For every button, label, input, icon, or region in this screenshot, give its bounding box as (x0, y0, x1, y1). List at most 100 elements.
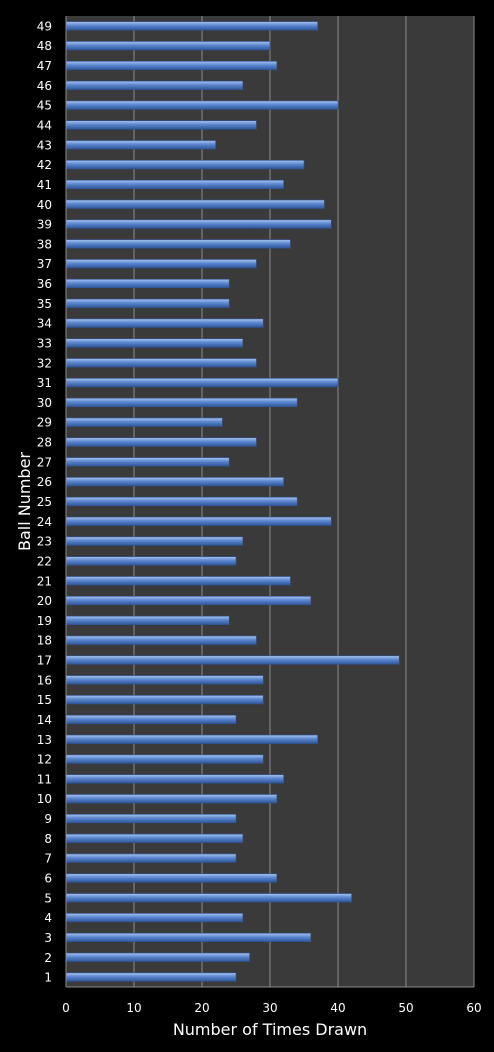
y-tick-label: 37 (37, 257, 52, 271)
y-tick-label: 39 (37, 218, 52, 232)
bar-2 (65, 952, 250, 962)
bar-5 (65, 893, 352, 903)
y-tick-label: 22 (37, 554, 52, 568)
y-tick-label: 17 (37, 654, 52, 668)
y-tick-label: 40 (37, 198, 52, 212)
bar-45 (65, 100, 339, 110)
y-tick-labels: 1234567891011121314151617181920212223242… (37, 19, 52, 984)
x-tick-label: 50 (398, 1001, 413, 1015)
y-tick-label: 20 (37, 594, 52, 608)
y-tick-label: 45 (37, 99, 52, 113)
y-tick-label: 2 (44, 951, 52, 965)
bar-35 (65, 298, 230, 308)
y-tick-label: 34 (37, 317, 52, 331)
y-tick-label: 43 (37, 138, 52, 152)
y-tick-label: 19 (37, 614, 52, 628)
bar-28 (65, 437, 257, 447)
y-tick-label: 8 (44, 832, 52, 846)
y-tick-label: 26 (37, 475, 52, 489)
y-tick-label: 14 (37, 713, 52, 727)
y-axis-title: Ball Number (15, 452, 34, 551)
bar-42 (65, 160, 305, 170)
x-tick-label: 20 (194, 1001, 209, 1015)
y-tick-label: 7 (44, 852, 52, 866)
bar-27 (65, 457, 230, 467)
y-tick-label: 46 (37, 79, 52, 93)
x-tick-label: 0 (62, 1001, 70, 1015)
y-tick-label: 30 (37, 396, 52, 410)
bar-3 (65, 932, 312, 943)
y-tick-label: 24 (37, 515, 52, 529)
y-tick-label: 21 (37, 574, 52, 588)
y-tick-label: 44 (37, 118, 52, 132)
y-tick-label: 23 (37, 535, 52, 549)
bar-6 (65, 873, 278, 883)
bar-37 (65, 259, 257, 269)
y-tick-label: 27 (37, 455, 52, 469)
bar-15 (65, 695, 264, 705)
y-tick-label: 42 (37, 158, 52, 172)
bar-46 (65, 80, 244, 90)
y-tick-label: 38 (37, 237, 52, 251)
bar-41 (65, 179, 284, 189)
bar-4 (65, 913, 244, 923)
bar-9 (65, 814, 237, 824)
bar-10 (65, 794, 278, 804)
bar-31 (65, 378, 339, 388)
y-tick-label: 32 (37, 356, 52, 370)
y-tick-label: 41 (37, 178, 52, 192)
bar-12 (65, 754, 264, 764)
bar-7 (65, 853, 237, 863)
y-tick-label: 16 (37, 673, 52, 687)
bar-14 (65, 714, 237, 725)
y-tick-label: 1 (44, 971, 52, 985)
x-tick-label: 60 (466, 1001, 481, 1015)
y-tick-label: 18 (37, 634, 52, 648)
x-tick-label: 30 (262, 1001, 277, 1015)
y-tick-label: 9 (44, 812, 52, 826)
bar-34 (65, 318, 264, 328)
bar-38 (65, 239, 291, 249)
bar-1 (65, 972, 237, 982)
bar-36 (65, 278, 230, 289)
y-tick-label: 4 (44, 911, 52, 925)
y-tick-label: 3 (44, 931, 52, 945)
y-tick-label: 15 (37, 693, 52, 707)
y-tick-label: 33 (37, 336, 52, 350)
y-tick-label: 29 (37, 416, 52, 430)
axes (65, 16, 474, 988)
bar-30 (65, 397, 298, 407)
y-tick-label: 36 (37, 277, 52, 291)
bar-29 (65, 417, 223, 427)
bar-40 (65, 199, 325, 209)
bar-21 (65, 576, 291, 586)
y-tick-label: 13 (37, 733, 52, 747)
bar-18 (65, 635, 257, 645)
bar-48 (65, 41, 271, 51)
bar-20 (65, 596, 312, 606)
bar-8 (65, 833, 244, 843)
y-tick-label: 11 (37, 772, 52, 786)
y-tick-label: 25 (37, 495, 52, 509)
bar-43 (65, 140, 216, 150)
y-tick-label: 6 (44, 872, 52, 886)
bar-24 (65, 516, 332, 526)
bar-39 (65, 219, 332, 229)
bar-17 (65, 655, 400, 665)
bar-19 (65, 615, 230, 625)
bar-32 (65, 358, 257, 368)
bar-47 (65, 60, 278, 71)
y-tick-label: 10 (37, 792, 52, 806)
y-tick-label: 12 (37, 753, 52, 767)
bar-44 (65, 120, 257, 130)
x-tick-label: 10 (126, 1001, 141, 1015)
y-tick-label: 35 (37, 297, 52, 311)
x-axis-title: Number of Times Drawn (173, 1020, 367, 1039)
y-tick-label: 5 (44, 891, 52, 905)
bar-25 (65, 496, 298, 507)
y-tick-label: 31 (37, 376, 52, 390)
y-tick-label: 49 (37, 19, 52, 33)
bar-26 (65, 477, 284, 487)
bar-49 (65, 21, 318, 31)
